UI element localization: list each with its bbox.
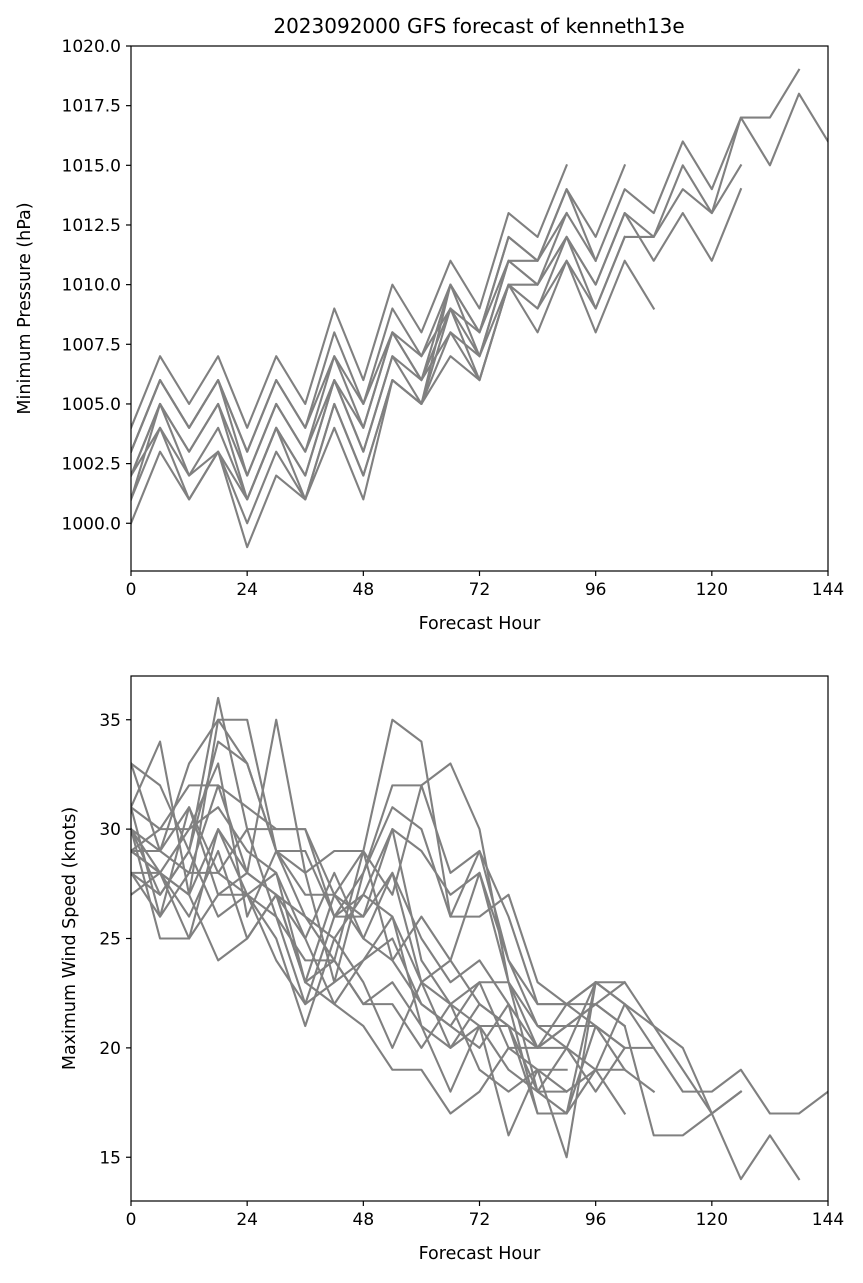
pressure-y-tick-label: 1012.5 xyxy=(62,216,121,236)
pressure-x-tick-label: 96 xyxy=(585,580,607,600)
pressure-y-tick-label: 1015.0 xyxy=(62,156,121,176)
pressure-y-tick-label: 1010.0 xyxy=(62,276,121,296)
pressure-series-line-10 xyxy=(131,211,569,477)
wind-x-tick-label: 120 xyxy=(696,1210,728,1230)
pressure-x-tick-label: 72 xyxy=(469,580,491,600)
pressure-x-tick-label: 48 xyxy=(353,580,375,600)
wind-series-group xyxy=(131,696,828,1181)
pressure-y-tick-label: 1020.0 xyxy=(62,37,121,57)
chart-title: 2023092000 GFS forecast of kenneth13e xyxy=(273,14,684,38)
wind-x-axis-label: Forecast Hour xyxy=(419,1244,542,1264)
wind-x-tick-label: 48 xyxy=(353,1210,375,1230)
wind-x-tick-label: 96 xyxy=(585,1210,607,1230)
wind-y-axis-label: Maximum Wind Speed (knots) xyxy=(60,807,80,1070)
pressure-y-tick-label: 1007.5 xyxy=(62,335,121,355)
pressure-x-axis-label: Forecast Hour xyxy=(419,614,542,634)
wind-series-line-9 xyxy=(131,827,626,1093)
pressure-x-tick-label: 120 xyxy=(696,580,728,600)
pressure-series-line-1 xyxy=(131,163,568,430)
pressure-x-tick-label: 144 xyxy=(812,580,844,600)
wind-x-tick-label: 24 xyxy=(236,1210,258,1230)
wind-y-tick-label: 30 xyxy=(99,820,121,840)
pressure-y-tick-label: 1000.0 xyxy=(62,514,121,534)
pressure-x-tick-label: 24 xyxy=(236,580,258,600)
pressure-y-axis-label: Minimum Pressure (hPa) xyxy=(15,202,35,414)
wind-x-tick-label: 72 xyxy=(469,1210,491,1230)
wind-y-tick-label: 15 xyxy=(99,1148,121,1168)
wind-x-tick-label: 144 xyxy=(812,1210,844,1230)
pressure-y-tick-label: 1002.5 xyxy=(62,455,121,475)
wind-x-tick-label: 0 xyxy=(126,1210,137,1230)
pressure-series-line-8 xyxy=(131,235,627,549)
pressure-series-group xyxy=(131,68,828,549)
pressure-series-line-7 xyxy=(131,259,656,501)
pressure-y-tick-label: 1017.5 xyxy=(62,97,121,117)
wind-series-line-17 xyxy=(131,871,568,1115)
pressure-y-tick-label: 1005.0 xyxy=(62,395,121,415)
wind-y-tick-label: 20 xyxy=(99,1039,121,1059)
wind-y-tick-label: 35 xyxy=(99,711,121,731)
pressure-series-line-3 xyxy=(131,68,801,477)
wind-series-line-3 xyxy=(131,718,743,1115)
wind-series-line-15 xyxy=(131,849,569,1137)
wind-y-tick-label: 25 xyxy=(99,930,121,950)
pressure-series-line-9 xyxy=(131,188,598,501)
wind-speed-plot: 0 24 48 72 96 120 144 15 20 25 30 35 Forecast Hour Ma… xyxy=(60,675,844,1264)
pressure-plot: 0 24 48 72 96 120 144 1000.0 1002.5 1005.0 1007.5 1… xyxy=(15,37,844,634)
pressure-x-tick-label: 0 xyxy=(126,580,137,600)
